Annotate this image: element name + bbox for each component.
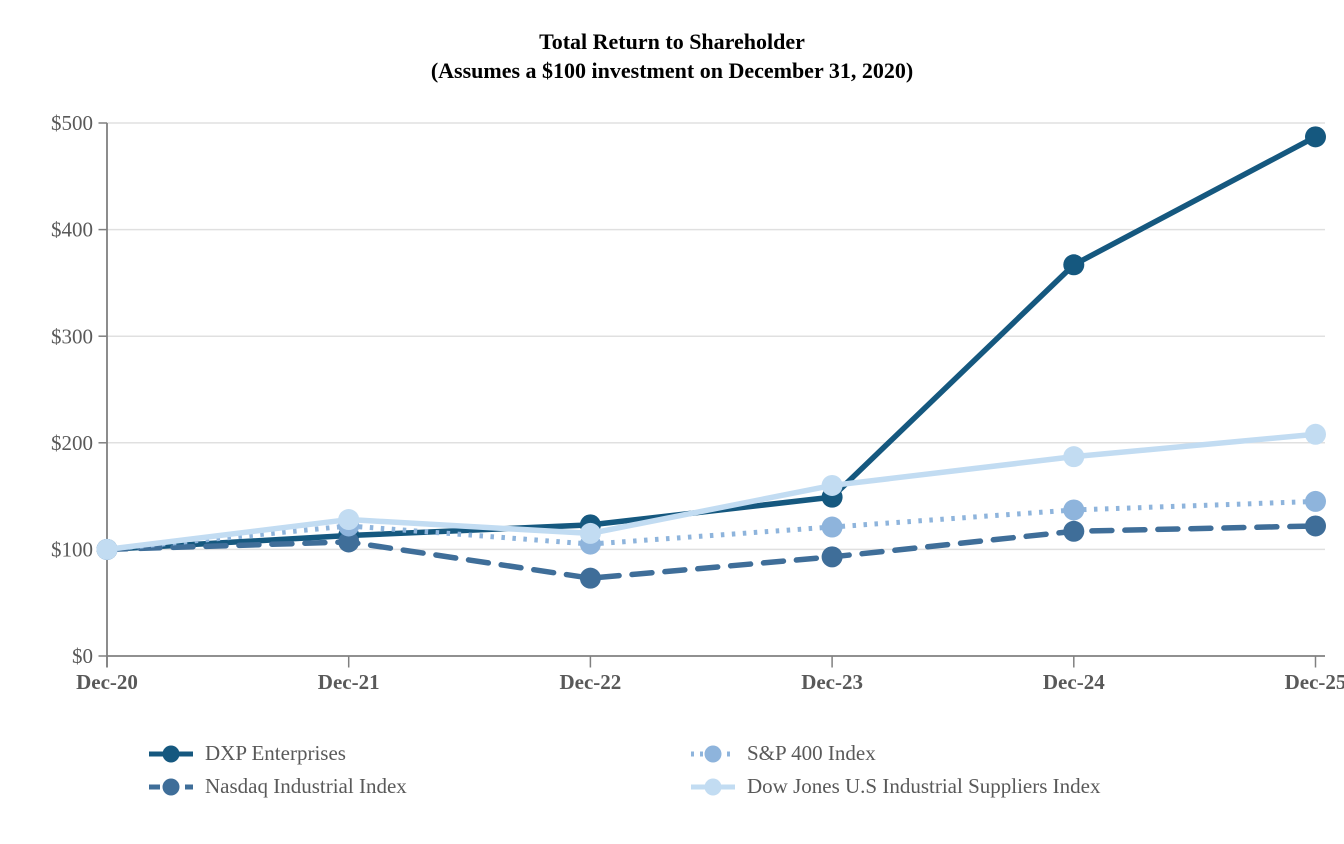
legend-swatch-nasdaq-industrial-index (149, 778, 193, 795)
data-point-dow-jones-u-s-industrial-suppliers-index (96, 538, 118, 560)
chart-title-line2: (Assumes a $100 investment on December 3… (430, 58, 914, 83)
x-axis-label: Dec-23 (801, 670, 863, 694)
legend-swatch-dow-jones-u-s-industrial-suppliers-index (691, 778, 735, 795)
data-point-nasdaq-industrial-index (338, 531, 360, 553)
data-point-dxp-enterprises (1063, 254, 1085, 276)
series-line-dxp-enterprises (104, 134, 1319, 553)
data-point-s-p-400-index (821, 516, 843, 538)
chart-title: Total Return to Shareholder (Assumes a $… (0, 27, 1344, 85)
chart-legend: DXP Enterprises Nasdaq Industrial Index S&… (148, 737, 1100, 803)
legend-swatch-s-p-400-index (691, 745, 735, 762)
x-axis-label: Dec-20 (76, 670, 138, 694)
x-axis-label: Dec-22 (559, 670, 621, 694)
legend-label-dow-jones-u-s-industrial-suppliers-index: Dow Jones U.S Industrial Suppliers Index (747, 774, 1101, 798)
data-point-dow-jones-u-s-industrial-suppliers-index (338, 509, 360, 531)
y-axis-label: $200 (51, 431, 93, 455)
legend-item-dxp-enterprises: DXP Enterprises (148, 741, 690, 766)
legend-swatch-dxp-enterprises (149, 745, 193, 762)
data-point-nasdaq-industrial-index (821, 546, 843, 568)
data-point-nasdaq-industrial-index (579, 567, 601, 589)
y-axis-label: $400 (51, 218, 93, 242)
data-point-nasdaq-industrial-index (1305, 515, 1326, 537)
legend-item-dow-jones-u-s-industrial-suppliers-index: Dow Jones U.S Industrial Suppliers Index (690, 774, 1100, 799)
legend-label-nasdaq-industrial-index: Nasdaq Industrial Index (205, 774, 407, 798)
legend-label-dxp-enterprises: DXP Enterprises (205, 741, 346, 765)
y-axis-label: $0 (72, 644, 93, 668)
series-line-dow-jones-u-s-industrial-suppliers-index (104, 431, 1319, 553)
y-axis-label: $100 (51, 538, 93, 562)
y-axis-label: $300 (51, 324, 93, 348)
data-point-dxp-enterprises (1305, 126, 1326, 148)
data-point-dow-jones-u-s-industrial-suppliers-index (1305, 423, 1326, 445)
x-axis-label: Dec-25 (1285, 670, 1344, 694)
y-axis-label: $500 (51, 111, 93, 135)
chart-title-line1: Total Return to Shareholder (539, 29, 805, 54)
data-point-dow-jones-u-s-industrial-suppliers-index (1063, 446, 1085, 468)
x-axis-label: Dec-24 (1043, 670, 1105, 694)
legend-item-nasdaq-industrial-index: Nasdaq Industrial Index (148, 774, 690, 799)
series-line-nasdaq-industrial-index (104, 523, 1319, 581)
data-point-dow-jones-u-s-industrial-suppliers-index (579, 522, 601, 544)
legend-label-s-p-400-index: S&P 400 Index (747, 741, 876, 765)
line-chart-plot: $0 $100 $200 $300 $400 $500 Dec-20 Dec-21 Dec-22… (51, 111, 1344, 694)
data-point-nasdaq-industrial-index (1063, 520, 1085, 542)
legend-item-s-p-400-index: S&P 400 Index (690, 741, 1100, 766)
data-point-dow-jones-u-s-industrial-suppliers-index (821, 474, 843, 496)
data-point-s-p-400-index (1063, 499, 1085, 521)
data-point-s-p-400-index (1305, 490, 1326, 512)
series-line-s-p-400-index (106, 498, 1316, 552)
x-axis-label: Dec-21 (318, 670, 380, 694)
